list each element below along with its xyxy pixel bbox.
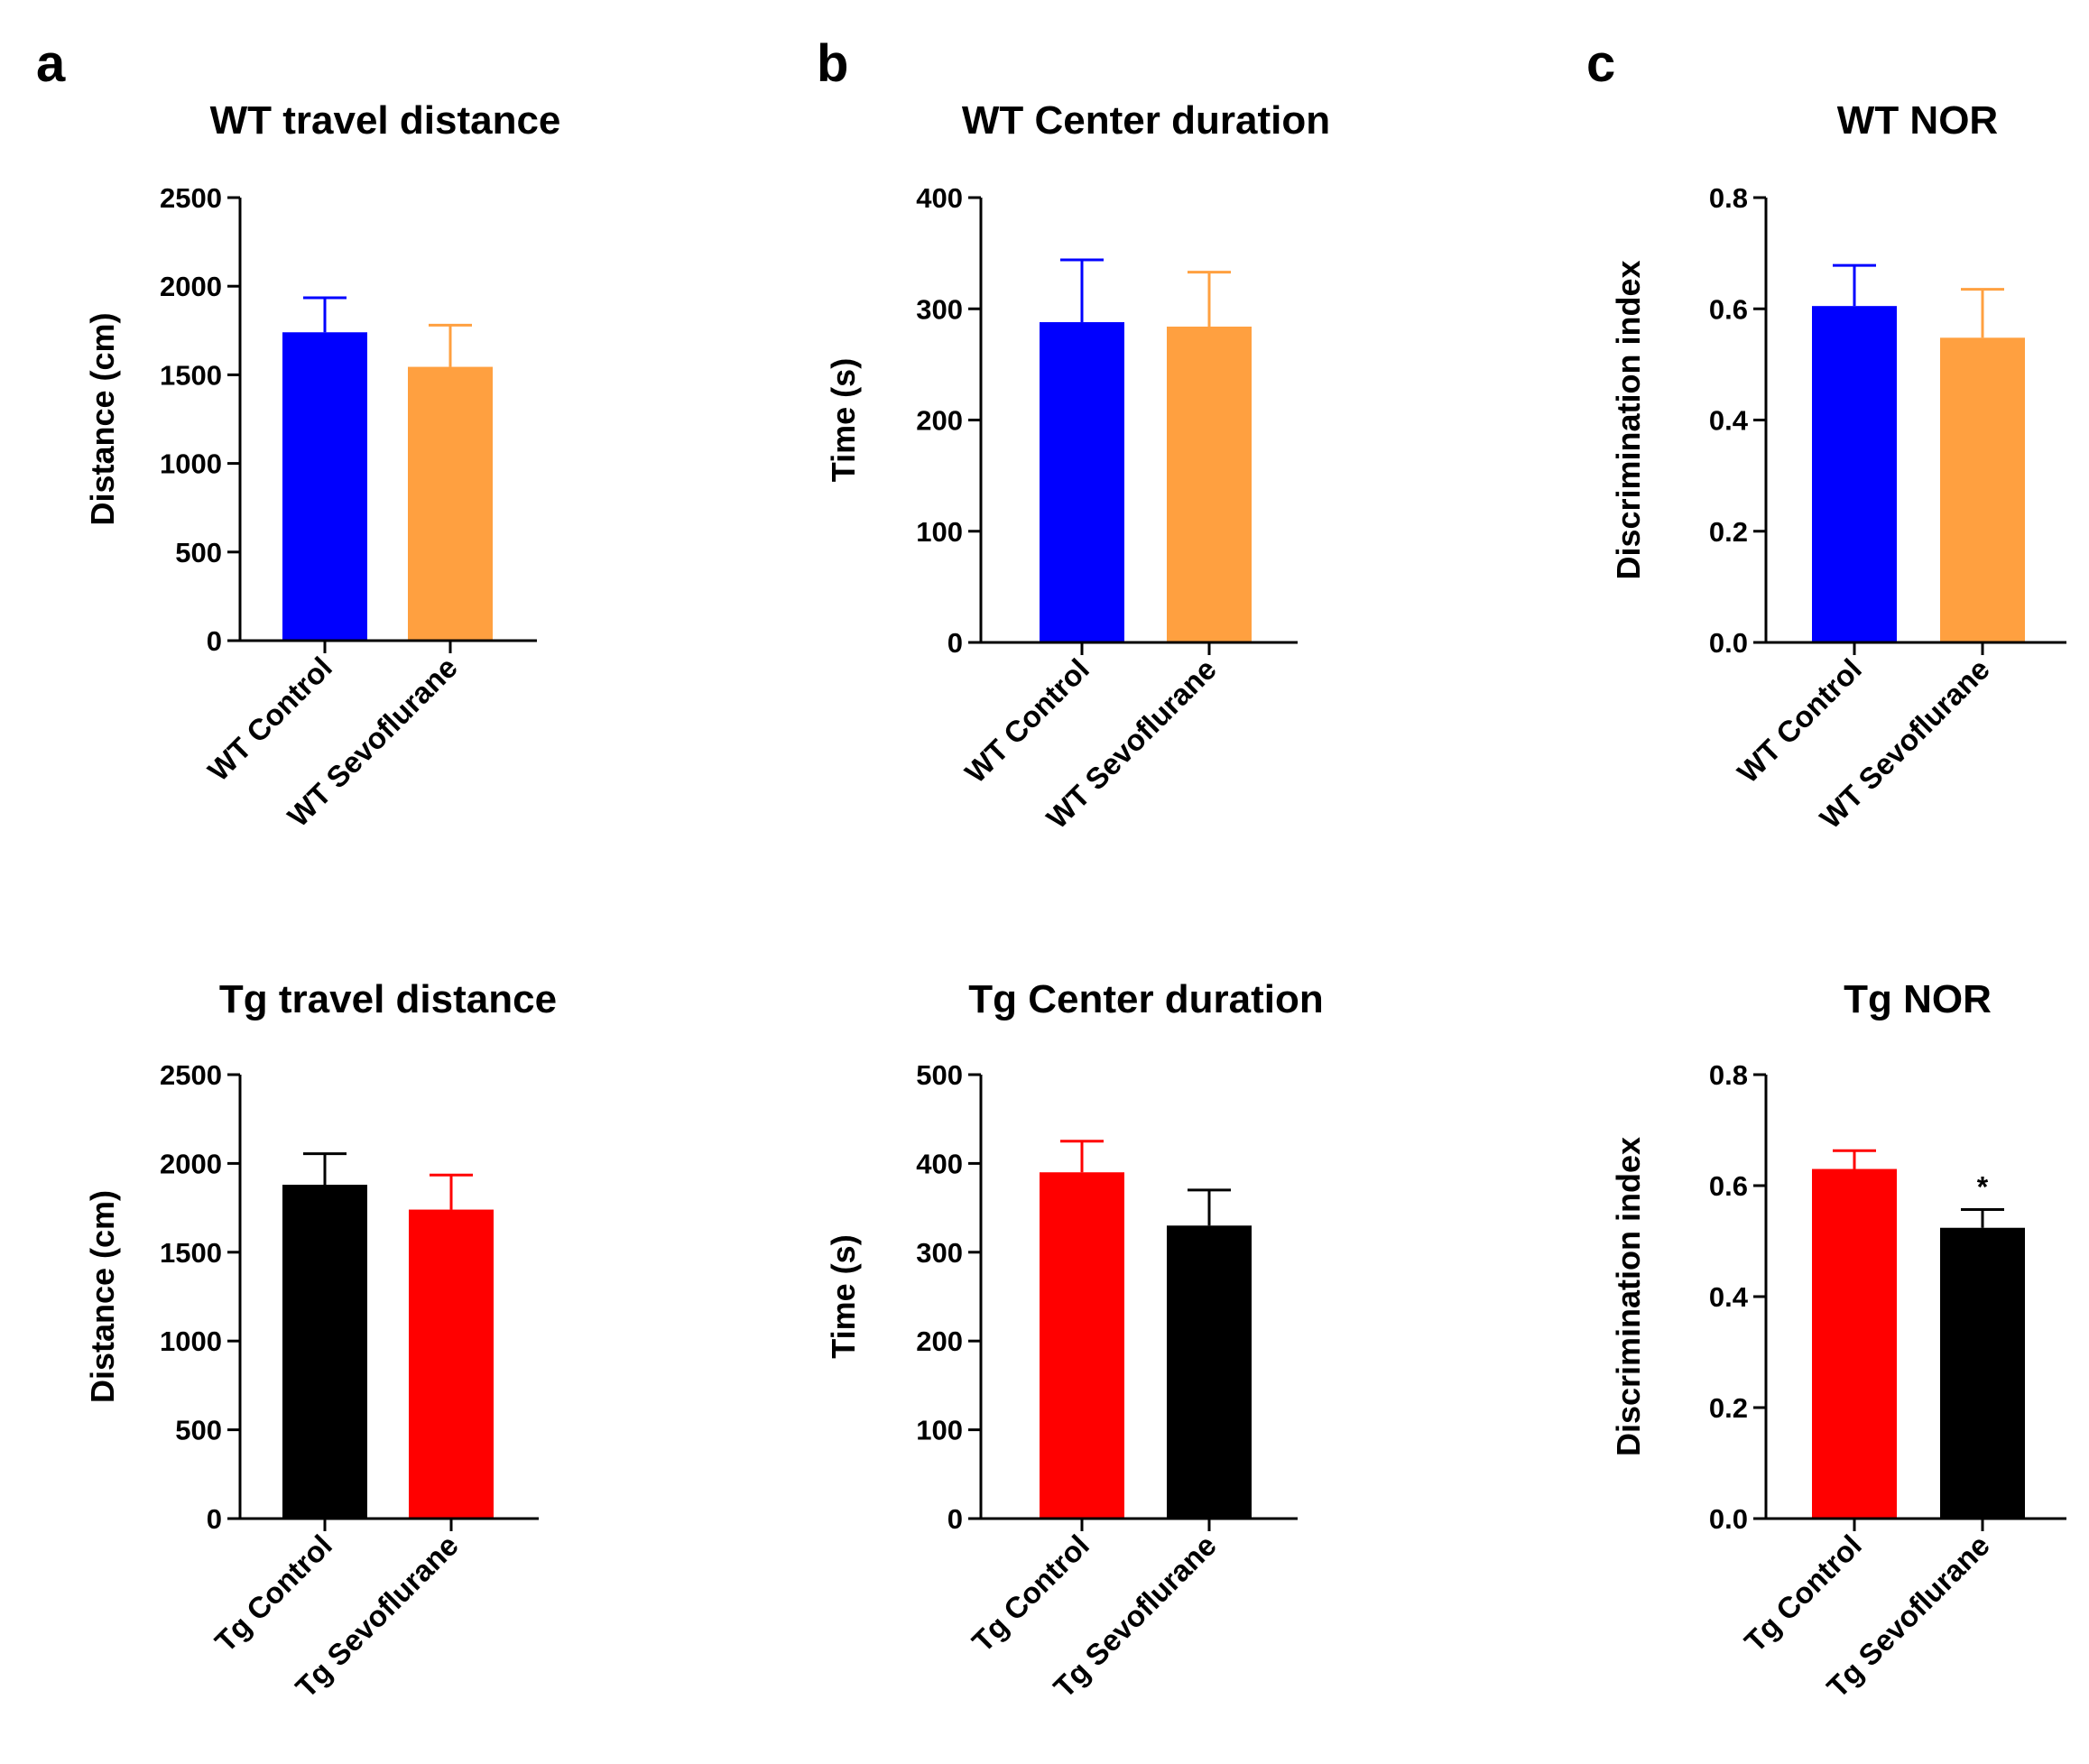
chart-2: WT Center duration Time (s) 0 100 200 300 400 W… <box>825 98 1330 835</box>
bar <box>1812 306 1897 642</box>
chart-1: WT travel distance Distance (cm) 0 500 1000 1… <box>84 98 560 833</box>
y-tick-label: 0.4 <box>1709 405 1749 437</box>
y-tick-label: 2000 <box>160 271 222 302</box>
bar <box>1940 337 2025 642</box>
chart-title: Tg Center duration <box>968 977 1324 1021</box>
y-tick-label: 0.6 <box>1709 293 1748 325</box>
significance-marker: * <box>1977 1170 1989 1203</box>
y-axis-label: Distance (cm) <box>84 312 121 525</box>
bar <box>1940 1228 2025 1519</box>
y-tick-label: 300 <box>916 293 963 325</box>
y-tick-label: 1000 <box>160 448 222 480</box>
y-tick-label: 0.6 <box>1709 1170 1748 1202</box>
y-tick-label: 300 <box>916 1237 963 1269</box>
y-tick-label: 500 <box>175 537 222 568</box>
y-tick-label: 2500 <box>160 1059 222 1091</box>
y-tick-label: 400 <box>916 182 963 214</box>
chart-title: Tg NOR <box>1844 977 1992 1021</box>
category-label: WT Control <box>201 651 338 788</box>
category-label: Tg Control <box>208 1528 338 1658</box>
y-tick-label: 2500 <box>160 182 222 214</box>
y-tick-label: 100 <box>916 1415 963 1446</box>
category-label: Tg Control <box>966 1528 1095 1658</box>
y-tick-label: 0 <box>207 625 222 657</box>
y-tick-label: 200 <box>916 1325 963 1357</box>
y-tick-label: 0.8 <box>1709 182 1748 214</box>
category-label: WT Control <box>958 652 1095 790</box>
y-tick-label: 0.2 <box>1709 516 1748 548</box>
y-tick-label: 0.8 <box>1709 1059 1748 1091</box>
chart-3: WT NOR Discrimination index 0.0 0.2 0.4 0.6 0.… <box>1610 98 2066 835</box>
bar <box>1812 1169 1897 1519</box>
y-axis-label: Time (s) <box>825 1234 862 1358</box>
y-axis-label: Distance (cm) <box>84 1190 121 1403</box>
chart-6: Tg NOR Discrimination index * 0.0 0.2 0.4 0.6 0… <box>1610 977 2066 1704</box>
bar <box>1167 327 1252 642</box>
y-tick-label: 0.0 <box>1709 1503 1748 1535</box>
panel-label-a: a <box>36 34 66 93</box>
category-label: Tg Control <box>1738 1528 1868 1658</box>
bar <box>282 1185 367 1519</box>
chart-title: WT NOR <box>1837 98 1998 143</box>
panel-label-c: c <box>1586 34 1615 93</box>
y-axis-label: Discrimination index <box>1610 1137 1647 1456</box>
chart-title: Tg travel distance <box>219 977 557 1021</box>
y-tick-label: 400 <box>916 1148 963 1179</box>
y-tick-label: 500 <box>916 1059 963 1091</box>
y-tick-label: 0 <box>947 627 963 659</box>
chart-5: Tg Center duration Time (s) 0 100 200 300 400 5… <box>825 977 1324 1704</box>
y-tick-label: 1500 <box>160 359 222 391</box>
chart-title: WT Center duration <box>962 98 1330 143</box>
y-tick-label: 0.0 <box>1709 627 1748 659</box>
category-label: WT Control <box>1731 652 1868 790</box>
figure: a b c WT travel distance Distance (cm) 0 50… <box>0 0 2089 1764</box>
bar <box>1040 1172 1124 1519</box>
y-tick-label: 1500 <box>160 1237 222 1269</box>
bar <box>409 1210 494 1519</box>
bar <box>408 367 493 641</box>
bar <box>1040 322 1124 642</box>
bar <box>282 332 367 641</box>
y-axis-label: Time (s) <box>825 358 862 482</box>
y-tick-label: 0 <box>207 1503 222 1535</box>
y-tick-label: 100 <box>916 516 963 548</box>
y-tick-label: 2000 <box>160 1148 222 1179</box>
y-tick-label: 0.4 <box>1709 1281 1749 1313</box>
panel-label-b: b <box>817 34 848 93</box>
y-axis-label: Discrimination index <box>1610 260 1647 579</box>
y-tick-label: 0.2 <box>1709 1392 1748 1424</box>
chart-title: WT travel distance <box>210 98 561 143</box>
bar <box>1167 1225 1252 1519</box>
y-tick-label: 1000 <box>160 1325 222 1357</box>
y-tick-label: 0 <box>947 1503 963 1535</box>
y-tick-label: 200 <box>916 405 963 437</box>
chart-4: Tg travel distance Distance (cm) 0 500 1000 1… <box>84 977 557 1704</box>
y-tick-label: 500 <box>175 1415 222 1446</box>
